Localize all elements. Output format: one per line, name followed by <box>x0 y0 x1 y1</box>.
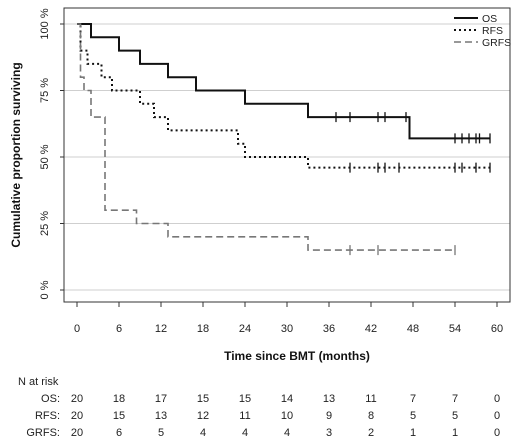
risk-cell: 7 <box>452 393 458 405</box>
risk-table-header: N at risk <box>18 376 59 388</box>
risk-cell: 20 <box>71 410 83 422</box>
risk-cell: 11 <box>365 393 376 405</box>
x-tick-label: 30 <box>281 323 293 335</box>
risk-cell: 5 <box>410 410 416 422</box>
y-axis-label: Cumulative proportion surviving <box>9 62 23 247</box>
y-tick-label: 50 % <box>39 144 51 169</box>
risk-cell: 14 <box>281 393 293 405</box>
risk-cell: 0 <box>494 410 500 422</box>
series-line-grfs <box>77 23 455 251</box>
x-tick-label: 48 <box>407 323 419 335</box>
risk-cell: 1 <box>452 427 458 439</box>
risk-cell: 9 <box>326 410 332 422</box>
risk-cell: 17 <box>155 393 167 405</box>
risk-cell: 4 <box>284 427 290 439</box>
y-tick-label: 0 % <box>39 280 51 299</box>
risk-cell: 0 <box>494 427 500 439</box>
y-tick-label: 75 % <box>39 78 51 103</box>
legend-label-os: OS <box>482 13 497 25</box>
x-tick-label: 42 <box>365 323 377 335</box>
risk-cell: 11 <box>239 410 250 422</box>
series-line-os <box>77 23 490 140</box>
x-tick-label: 54 <box>449 323 461 335</box>
legend-label-grfs: GRFS <box>482 37 511 49</box>
series-grfs <box>77 23 456 256</box>
risk-row-label: OS: <box>41 393 60 405</box>
series-lines <box>77 23 491 256</box>
x-axis-label: Time since BMT (months) <box>224 349 370 363</box>
x-tick-label: 36 <box>323 323 335 335</box>
risk-cell: 6 <box>116 427 122 439</box>
risk-cell: 4 <box>200 427 206 439</box>
risk-cell: 15 <box>239 393 251 405</box>
risk-row-label: GRFS: <box>26 427 60 439</box>
x-tick-label: 24 <box>239 323 251 335</box>
y-tick-label: 100 % <box>39 8 51 39</box>
risk-cell: 20 <box>71 393 83 405</box>
risk-cell: 20 <box>71 427 83 439</box>
risk-cell: 4 <box>242 427 248 439</box>
risk-row-label: RFS: <box>35 410 60 422</box>
axes: 0 % 25 % 50 % 75 % 100 % 0 6 12 18 24 30 36 42 48 54 60 <box>39 7 511 335</box>
risk-cell: 15 <box>197 393 209 405</box>
risk-cell: 0 <box>494 393 500 405</box>
x-tick-label: 12 <box>155 323 167 335</box>
legend-label-rfs: RFS <box>482 25 503 37</box>
series-os <box>77 23 491 144</box>
y-tick-label: 25 % <box>39 211 51 236</box>
plot-frame <box>63 7 511 303</box>
risk-cell: 3 <box>326 427 332 439</box>
series-rfs <box>77 23 491 173</box>
risk-cell: 5 <box>158 427 164 439</box>
risk-cell: 18 <box>113 393 125 405</box>
risk-cell: 10 <box>281 410 293 422</box>
risk-cell: 2 <box>368 427 374 439</box>
x-tick-label: 60 <box>491 323 503 335</box>
risk-cell: 7 <box>410 393 416 405</box>
x-tick-label: 18 <box>197 323 209 335</box>
risk-cell: 8 <box>368 410 374 422</box>
risk-cell: 15 <box>113 410 125 422</box>
gridlines <box>64 23 510 291</box>
risk-cell: 12 <box>197 410 209 422</box>
risk-cell: 13 <box>323 393 335 405</box>
x-tick-label: 6 <box>116 323 122 335</box>
series-line-rfs <box>77 23 490 169</box>
risk-cell: 13 <box>155 410 167 422</box>
x-tick-label: 0 <box>74 323 80 335</box>
risk-cell: 1 <box>410 427 416 439</box>
risk-cell: 5 <box>452 410 458 422</box>
